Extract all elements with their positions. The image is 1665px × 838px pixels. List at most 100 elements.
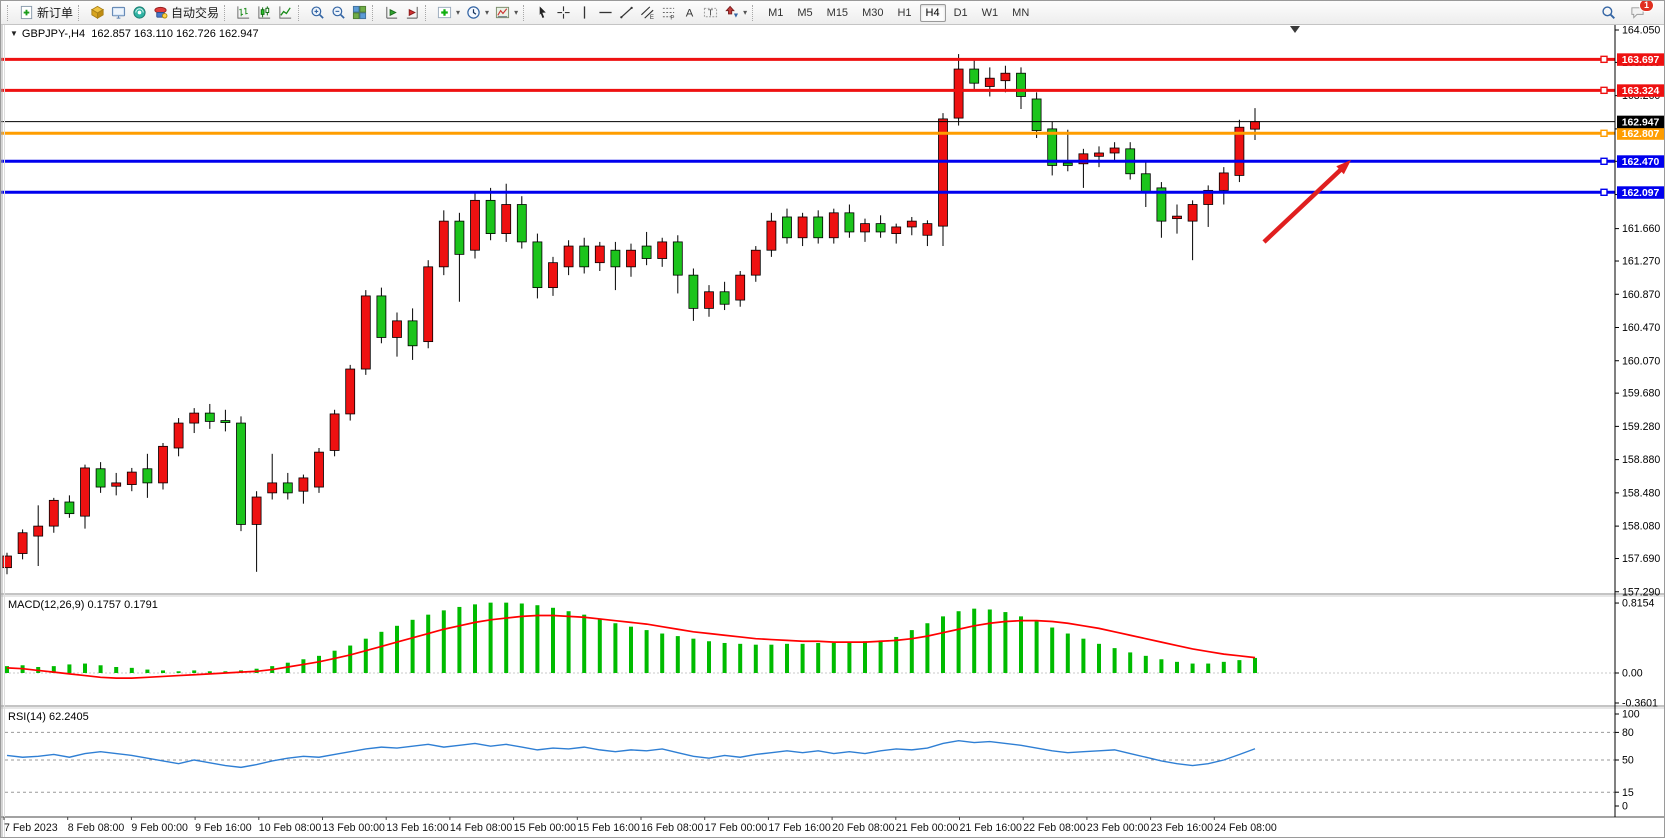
cursor-icon: [535, 5, 550, 20]
tf-m15-button[interactable]: M15: [826, 6, 849, 19]
notifications-button[interactable]: 1: [1627, 1, 1654, 23]
svg-text:T: T: [708, 7, 713, 17]
chart-shift-marker[interactable]: [1290, 26, 1300, 33]
equidistant-channel-button[interactable]: E: [637, 3, 658, 23]
svg-text:162.807: 162.807: [1622, 129, 1660, 140]
search-button[interactable]: [1598, 3, 1619, 23]
svg-text:17 Feb 16:00: 17 Feb 16:00: [768, 822, 831, 834]
line-chart-button[interactable]: [275, 3, 296, 23]
svg-text:157.290: 157.290: [1622, 586, 1660, 598]
tf-h4-button[interactable]: H4: [919, 3, 946, 22]
gold-cube-icon: [90, 5, 105, 20]
svg-text:F: F: [670, 15, 674, 20]
template-icon: [495, 5, 510, 20]
svg-text:9 Feb 00:00: 9 Feb 00:00: [131, 822, 188, 834]
svg-text:50: 50: [1622, 755, 1634, 767]
svg-text:21 Feb 16:00: 21 Feb 16:00: [960, 822, 1023, 834]
vertical-line-button[interactable]: [574, 3, 595, 23]
svg-text:20 Feb 08:00: 20 Feb 08:00: [832, 822, 895, 834]
svg-text:163.324: 163.324: [1622, 86, 1660, 97]
svg-text:23 Feb 00:00: 23 Feb 00:00: [1087, 822, 1150, 834]
tf-mn-button[interactable]: MN: [1012, 6, 1030, 19]
horizontal-line-icon: [598, 5, 613, 20]
price-badges: 163.697 163.324 162.807 162.470 162.097 162.9…: [1617, 53, 1664, 199]
svg-text:13 Feb 00:00: 13 Feb 00:00: [323, 822, 386, 834]
rsi-levels: [5, 731, 1615, 793]
svg-text:A: A: [686, 8, 694, 20]
rsi-title: RSI(14): [8, 711, 46, 723]
candlesticks: [2, 54, 1260, 575]
text-label-button[interactable]: T: [700, 3, 721, 23]
rsi-indicator-label: RSI(14) 62.2405: [8, 711, 89, 723]
channel-icon: E: [640, 5, 655, 20]
bar-chart-button[interactable]: [233, 3, 254, 23]
horizontal-lines[interactable]: [1, 55, 1615, 196]
collapse-triangle-icon[interactable]: ▼: [10, 29, 18, 38]
new-order-label: 新订单: [37, 6, 74, 20]
zoom-in-button[interactable]: [307, 3, 328, 23]
svg-text:159.680: 159.680: [1622, 388, 1660, 400]
periods-button[interactable]: ▾: [463, 3, 492, 23]
svg-text:158.880: 158.880: [1622, 454, 1660, 466]
svg-text:163.697: 163.697: [1622, 55, 1660, 66]
trendline-icon: [619, 5, 634, 20]
chevron-down-icon: ▾: [485, 8, 490, 17]
templates-button[interactable]: ▾: [492, 3, 521, 23]
rsi-value: 62.2405: [48, 711, 89, 723]
crosshair-button[interactable]: [553, 3, 574, 23]
svg-text:157.690: 157.690: [1622, 553, 1660, 565]
blue-monitor-icon: [111, 5, 126, 20]
tf-m30-button[interactable]: M30: [862, 6, 884, 19]
svg-text:158.480: 158.480: [1622, 487, 1660, 499]
trend-arrow-annotation[interactable]: [1262, 160, 1351, 244]
svg-text:80: 80: [1622, 727, 1634, 739]
price-axis[interactable]: 164.050163.660163.260162.860162.470162.0…: [1615, 25, 1660, 813]
toolbar-grip: [7, 4, 11, 21]
fibonacci-button[interactable]: F: [658, 3, 679, 23]
svg-text:0.00: 0.00: [1622, 668, 1643, 680]
svg-text:0.8154: 0.8154: [1622, 598, 1655, 610]
trendline-button[interactable]: [616, 3, 637, 23]
tf-h1-button[interactable]: H1: [897, 6, 912, 19]
zoom-out-button[interactable]: [328, 3, 349, 23]
svg-text:162.947: 162.947: [1622, 117, 1660, 128]
data-window-button[interactable]: [108, 3, 129, 23]
letter-a-icon: A: [682, 5, 697, 20]
svg-text:21 Feb 00:00: 21 Feb 00:00: [896, 822, 959, 834]
tile-windows-button[interactable]: [349, 3, 370, 23]
svg-text:22 Feb 08:00: 22 Feb 08:00: [1023, 822, 1086, 834]
market-watch-button[interactable]: [87, 3, 108, 23]
svg-text:100: 100: [1622, 709, 1640, 721]
text-button[interactable]: A: [679, 3, 700, 23]
arrows-button[interactable]: ▾: [721, 3, 750, 23]
candlestick-chart-button[interactable]: [254, 3, 275, 23]
green-signal-icon: [132, 5, 147, 20]
text-label-icon: T: [703, 5, 718, 20]
auto-trading-button[interactable]: 自动交易: [150, 3, 222, 23]
arrows-icon: [724, 5, 739, 20]
auto-scroll-button[interactable]: [381, 3, 402, 23]
auto-scroll-icon: [384, 5, 399, 20]
indicators-button[interactable]: ▾: [434, 3, 463, 23]
toolbar-grip: [523, 4, 527, 21]
time-axis[interactable]: 7 Feb 2023 8 Feb 08:00 9 Feb 00:00 9 Feb 16…: [3, 817, 1277, 834]
macd-values: 0.1757 0.1791: [87, 599, 158, 611]
svg-text:15: 15: [1622, 787, 1634, 799]
tf-w1-button[interactable]: W1: [981, 6, 999, 19]
auto-trading-label: 自动交易: [171, 6, 220, 20]
chart-shift-button[interactable]: [402, 3, 423, 23]
new-order-button[interactable]: 新订单: [16, 3, 76, 23]
macd-title: MACD(12,26,9): [8, 599, 85, 611]
tf-m5-button[interactable]: M5: [797, 6, 813, 19]
tf-m1-button[interactable]: M1: [768, 6, 784, 19]
tf-d1-button[interactable]: D1: [953, 6, 968, 19]
horizontal-line-button[interactable]: [595, 3, 616, 23]
signals-button[interactable]: [129, 3, 150, 23]
svg-text:14 Feb 08:00: 14 Feb 08:00: [450, 822, 513, 834]
toolbar-grip: [425, 4, 429, 21]
cursor-button[interactable]: [532, 3, 553, 23]
svg-text:23 Feb 16:00: 23 Feb 16:00: [1151, 822, 1214, 834]
svg-text:24 Feb 08:00: 24 Feb 08:00: [1214, 822, 1277, 834]
